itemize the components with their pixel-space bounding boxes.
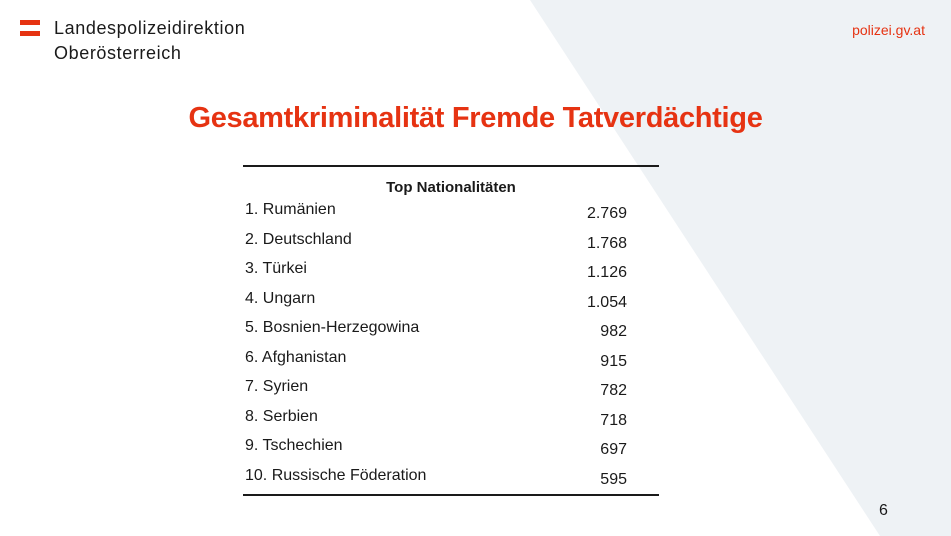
organization-name: Landespolizeidirektion xyxy=(54,18,246,38)
row-value: 718 xyxy=(600,411,627,429)
row-label: 7. Syrien xyxy=(245,378,309,395)
row-label: 2. Deutschland xyxy=(245,230,352,248)
row-value: 595 xyxy=(600,470,627,488)
row-value: 1.768 xyxy=(586,234,627,252)
page-number: 6 xyxy=(879,502,888,519)
website-link[interactable]: polizei.gv.at xyxy=(852,22,925,38)
table-row: 10. Russische Föderation 595 xyxy=(243,465,659,495)
row-value: 2.769 xyxy=(586,205,627,222)
row-label: 4. Ungarn xyxy=(245,289,316,307)
table-row: 7. Syrien 782 xyxy=(243,376,659,406)
row-value: 1.054 xyxy=(586,293,627,311)
row-value: 782 xyxy=(600,382,627,399)
row-label: 8. Serbien xyxy=(245,407,318,425)
row-value: 1.126 xyxy=(586,264,627,281)
table-row: 8. Serbien 718 xyxy=(243,406,659,436)
row-label: 1. Rumänien xyxy=(245,201,336,218)
row-label: 9. Tschechien xyxy=(245,437,343,454)
table-row: 4. Ungarn 1.054 xyxy=(243,288,659,318)
table-row: 5. Bosnien-Herzegowina 982 xyxy=(243,317,659,347)
row-label: 6. Afghanistan xyxy=(245,348,347,366)
row-label: 5. Bosnien-Herzegowina xyxy=(245,319,420,336)
slide-title: Gesamtkriminalität Fremde Tatverdächtige xyxy=(188,102,763,134)
table-header: Top Nationalitäten xyxy=(386,179,516,196)
table-row: 1. Rumänien 2.769 xyxy=(243,199,659,229)
nationalities-table: Top Nationalitäten 1. Rumänien 2.769 2. … xyxy=(243,165,659,496)
table-row: 9. Tschechien 697 xyxy=(243,435,659,465)
row-value: 697 xyxy=(600,441,627,458)
table-row: 3. Türkei 1.126 xyxy=(243,258,659,288)
row-value: 915 xyxy=(600,352,627,370)
row-label: 10. Russische Föderation xyxy=(245,466,427,484)
row-label: 3. Türkei xyxy=(245,260,307,277)
table-row: 6. Afghanistan 915 xyxy=(243,347,659,377)
organization-region: Oberösterreich xyxy=(54,43,182,63)
table-row: 2. Deutschland 1.768 xyxy=(243,229,659,259)
row-value: 982 xyxy=(600,323,627,340)
austria-flag-logo-icon xyxy=(20,20,40,36)
